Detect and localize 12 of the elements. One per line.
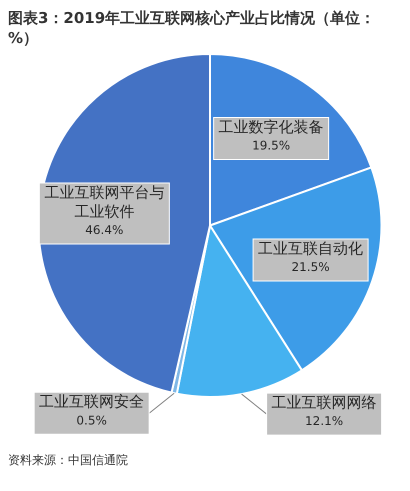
slice-label: 工业数字化装备 <box>218 118 324 136</box>
slice-label: 工业互联网平台与工业软件 <box>44 183 164 220</box>
data-label: 12.1% <box>305 414 344 428</box>
slice-label: 工业互联网安全 <box>39 392 144 411</box>
chart-title: 图表3：2019年工业互联网核心产业占比情况（单位：%） <box>8 8 376 48</box>
text: 资料来源：中国信通院 <box>8 452 129 469</box>
data-label: 21.5% <box>292 260 330 274</box>
data-label: 19.5% <box>252 138 290 153</box>
data-label: 0.5% <box>76 413 107 428</box>
slice-label: 工业互联网网络 <box>272 393 377 412</box>
data-label: 46.4% <box>85 223 124 238</box>
slice-label: 工业互联自动化 <box>258 239 364 258</box>
